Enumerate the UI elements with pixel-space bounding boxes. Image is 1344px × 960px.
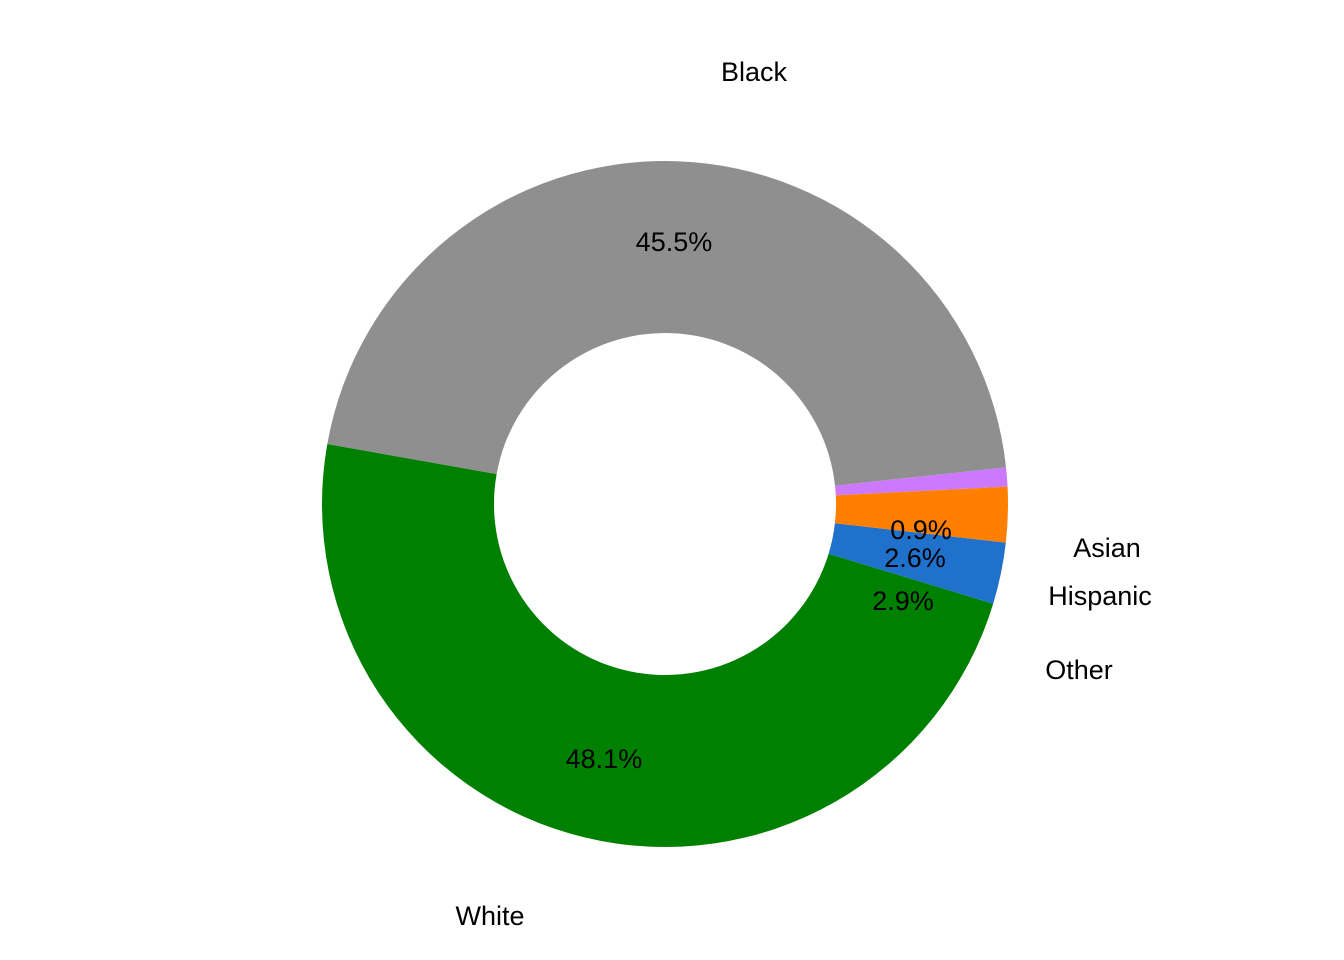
slice-other bbox=[828, 523, 1006, 604]
slice-white bbox=[321, 444, 994, 848]
slice-asian bbox=[835, 467, 1008, 496]
category-label-other: Other bbox=[1045, 655, 1113, 685]
category-label-asian: Asian bbox=[1073, 533, 1141, 563]
category-label-white: White bbox=[455, 901, 524, 931]
pct-label-other: 2.9% bbox=[872, 586, 934, 616]
pct-label-black: 45.5% bbox=[636, 227, 713, 257]
slice-hispanic bbox=[834, 486, 1008, 543]
pct-label-asian: 0.9% bbox=[890, 515, 952, 545]
donut-labels: 0.9% Asian 45.5% Black 48.1% White 2.9% Other 2.… bbox=[455, 57, 1151, 931]
donut-slices bbox=[321, 160, 1008, 848]
slice-black bbox=[327, 160, 1007, 486]
pct-label-white: 48.1% bbox=[566, 744, 643, 774]
pct-label-hispanic: 2.6% bbox=[884, 543, 946, 573]
category-label-black: Black bbox=[721, 57, 788, 87]
category-label-hispanic: Hispanic bbox=[1048, 581, 1152, 611]
